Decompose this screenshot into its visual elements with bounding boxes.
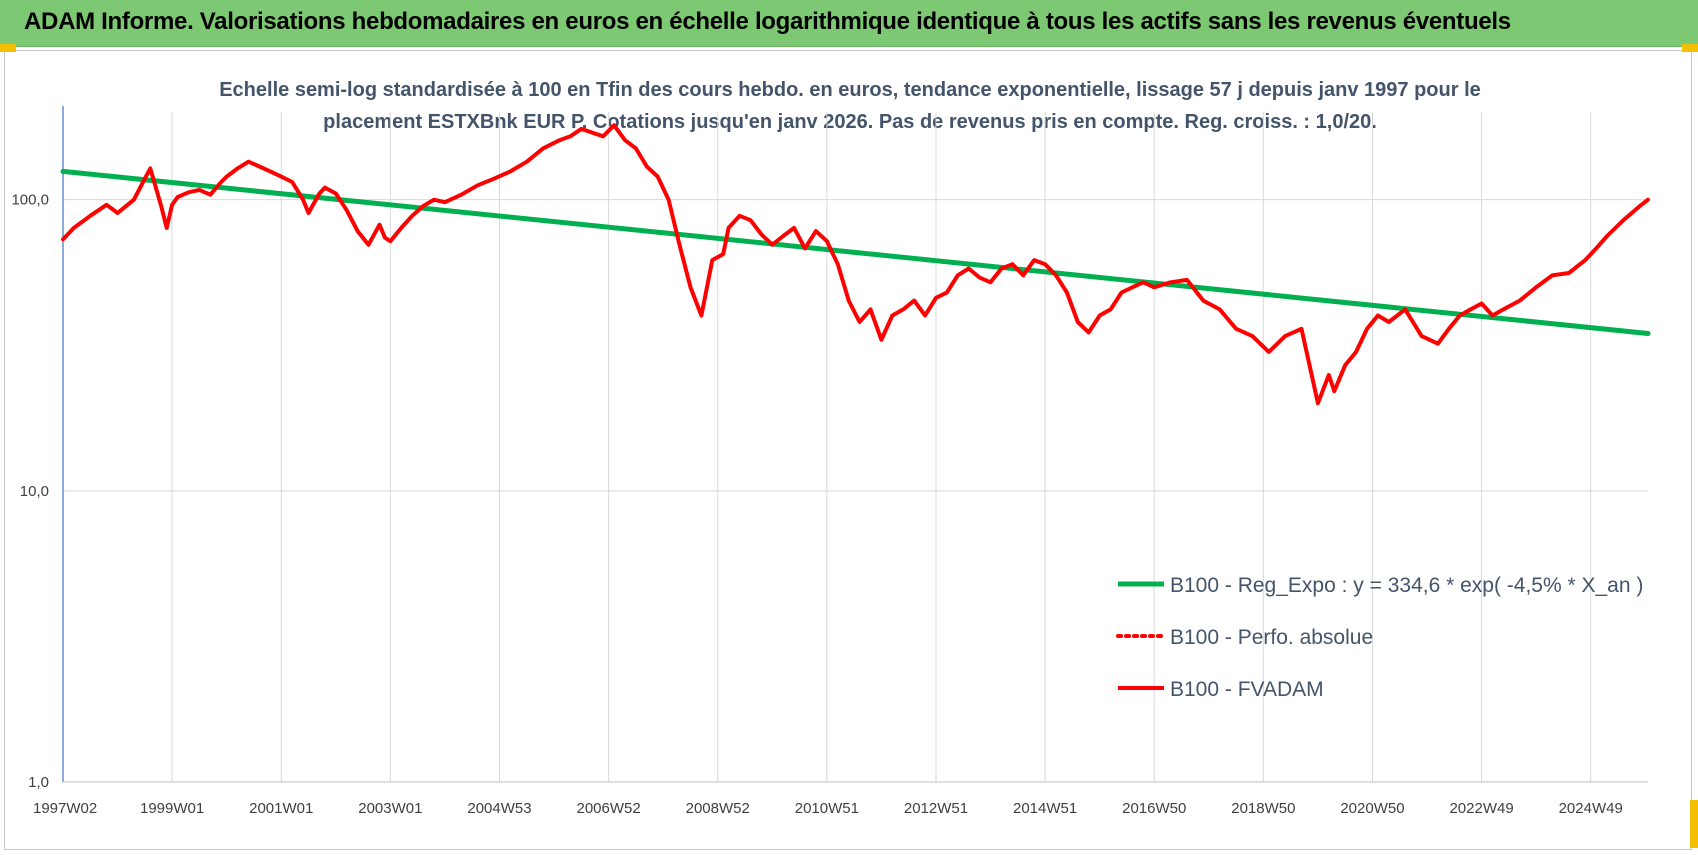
corner-accent-top-left bbox=[0, 44, 16, 52]
report-title: ADAM Informe. Valorisations hebdomadaire… bbox=[24, 8, 1511, 35]
report-banner: ADAM Informe. Valorisations hebdomadaire… bbox=[0, 0, 1698, 47]
x-tick-label: 2020W50 bbox=[1340, 800, 1404, 817]
chart-subtitle-line-1: Echelle semi-log standardisée à 100 en T… bbox=[219, 79, 1481, 101]
x-tick-label: 2014W51 bbox=[1013, 800, 1077, 817]
x-tick-label: 2016W50 bbox=[1122, 800, 1186, 817]
corner-accent-bottom-right bbox=[1690, 800, 1698, 848]
fvadam-line bbox=[61, 123, 1650, 406]
series-lines bbox=[60, 123, 1651, 406]
x-tick-label: 2024W49 bbox=[1559, 800, 1623, 817]
legend: B100 - Reg_Expo : y = 334,6 * exp( -4,5%… bbox=[1116, 574, 1643, 701]
x-tick-label: 2004W53 bbox=[467, 800, 531, 817]
x-tick-label: 1997W02 bbox=[33, 800, 97, 817]
legend-label: B100 - FVADAM bbox=[1170, 678, 1324, 701]
y-axis: 1,0 10,0 100,0 bbox=[11, 106, 64, 791]
x-tick-label: 2012W51 bbox=[904, 800, 968, 817]
x-tick-label: 2018W50 bbox=[1231, 800, 1295, 817]
x-axis: 1997W02 1999W01 2001W01 2003W01 2004W53 2006W… bbox=[33, 781, 1648, 817]
trend-line bbox=[60, 168, 1651, 336]
chart-subtitle-line-2: placement ESTXBnk EUR P. Cotations jusqu… bbox=[323, 111, 1377, 133]
y-tick-label: 1,0 bbox=[28, 774, 49, 791]
y-tick-label: 10,0 bbox=[20, 483, 49, 500]
x-tick-label: 2008W52 bbox=[686, 800, 750, 817]
legend-label: B100 - Perfo. absolue bbox=[1170, 626, 1373, 649]
x-tick-label: 2001W01 bbox=[249, 800, 313, 817]
x-tick-label: 2010W51 bbox=[795, 800, 859, 817]
x-tick-label: 2003W01 bbox=[358, 800, 422, 817]
grid-lines bbox=[62, 112, 1648, 783]
x-tick-label: 1999W01 bbox=[140, 800, 204, 817]
chart-subtitle: Echelle semi-log standardisée à 100 en T… bbox=[180, 74, 1520, 138]
chart-frame bbox=[4, 50, 1692, 850]
x-tick-label: 2006W52 bbox=[577, 800, 641, 817]
corner-accent-top-right bbox=[1682, 44, 1698, 52]
x-tick-label: 2022W49 bbox=[1449, 800, 1513, 817]
y-tick-label: 100,0 bbox=[11, 192, 49, 209]
legend-label: B100 - Reg_Expo : y = 334,6 * exp( -4,5%… bbox=[1170, 574, 1643, 597]
